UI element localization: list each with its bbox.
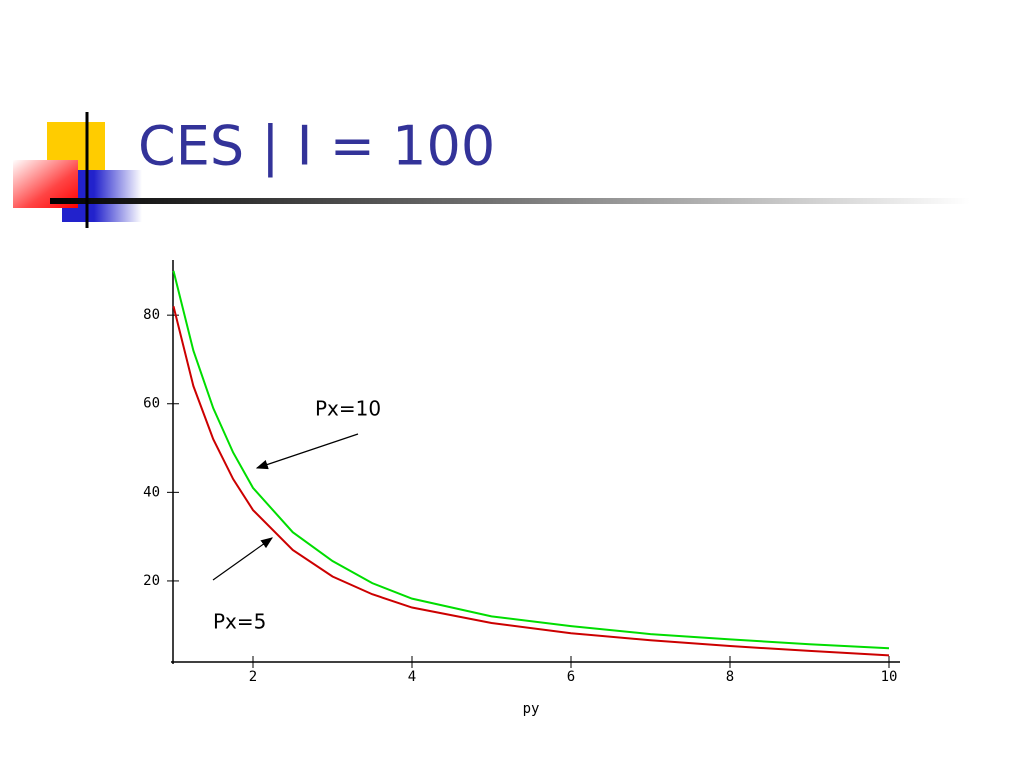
y-tick-label: 40	[143, 484, 160, 500]
x-axis-label: py	[523, 701, 540, 717]
x-tick-label: 8	[726, 669, 734, 685]
x-tick-label: 4	[408, 669, 416, 685]
decoration	[13, 112, 970, 228]
annotation-arrow	[212, 537, 273, 581]
x-tick-label: 2	[249, 669, 257, 685]
annotation-arrow	[255, 433, 359, 470]
slide-title: CES | I = 100	[138, 115, 495, 178]
annotation: Px=10	[315, 397, 381, 421]
y-tick-label: 80	[143, 307, 160, 323]
series-line	[172, 270, 890, 650]
y-tick-label: 20	[143, 573, 160, 589]
x-tick-label: 6	[567, 669, 575, 685]
series-line	[172, 306, 890, 657]
annotation: Px=5	[213, 610, 266, 634]
y-tick-label: 60	[143, 396, 160, 412]
x-tick-label: 10	[881, 669, 898, 685]
